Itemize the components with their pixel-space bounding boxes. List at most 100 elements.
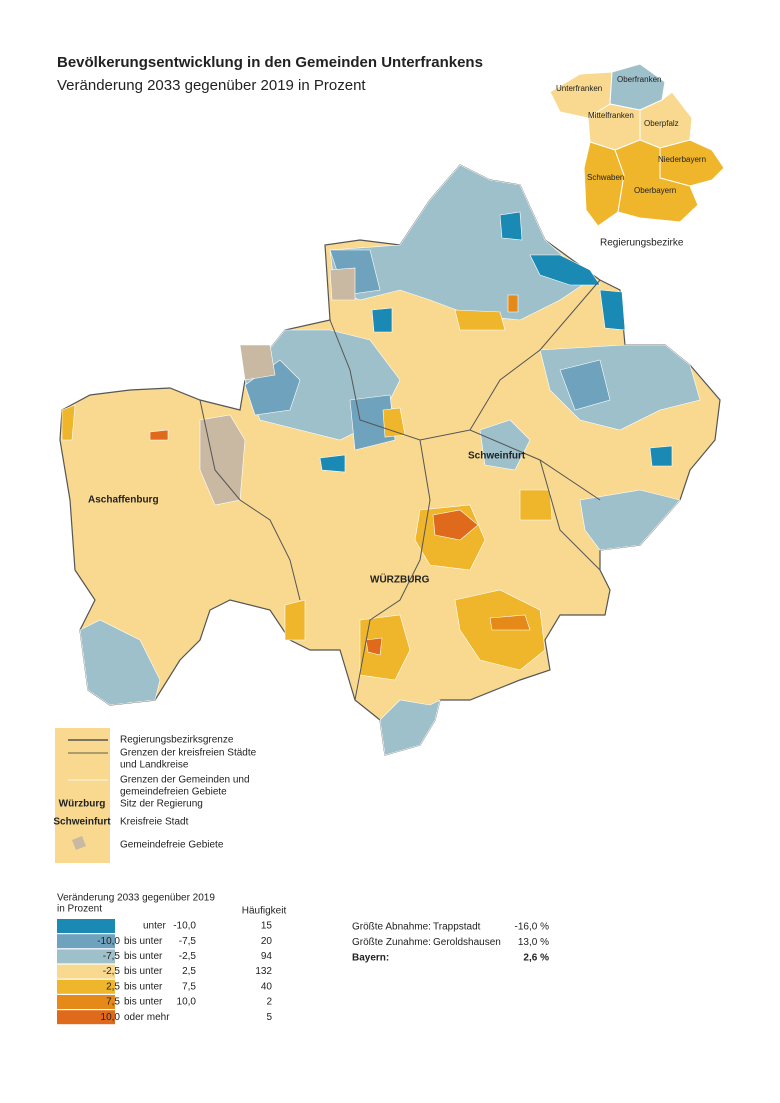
legend-swatch [57,949,115,964]
area-mid-blue [244,359,301,416]
area-yellow [454,309,506,331]
key-text: Gemeindefreie Gebiete [120,840,224,851]
inset-label: Mittelfranken [588,111,634,120]
inset-label: Schwaben [587,173,624,182]
inset-label: Oberbayern [634,186,676,195]
key-symbol-label: Würzburg [59,799,106,810]
key-symbol-label: Schweinfurt [53,817,111,828]
inset-label: Niederbayern [658,155,706,164]
area-light-blue [79,619,161,706]
legend-count: 5 [266,1012,272,1023]
inset-label: Oberfranken [617,75,661,84]
stat-total-label: Bayern: [352,953,389,964]
key-symbol [72,836,86,850]
area-dark-blue [529,254,601,286]
area-dark-blue [499,211,523,241]
area-dark-blue [649,445,673,467]
area-light-blue [579,489,681,551]
title: Bevölkerungsentwicklung in den Gemeinden… [57,54,483,71]
subtitle: Veränderung 2033 gegenüber 2019 in Proze… [57,77,366,94]
legend-from: 7,5 [106,997,120,1008]
area-light-blue [379,699,441,756]
legend-swatch [57,1010,115,1025]
area-red [365,637,383,656]
legend-from: 2,5 [106,981,120,992]
area-red [149,429,169,441]
area-dark-blue [599,289,626,331]
area-orange [507,294,519,313]
legend-to: -10,0 [173,921,196,932]
inset-label: Oberpfalz [644,119,679,128]
stat-total-value: 2,6 % [523,953,549,964]
legend-title: Veränderung 2033 gegenüber 2019 [57,893,215,904]
area-red [432,509,479,541]
legend-to: 10,0 [177,997,197,1008]
legend-count: 132 [255,966,272,977]
area-dark-blue [319,454,346,473]
stat-place: Trappstadt [433,922,481,933]
legend-count: 94 [261,951,273,962]
legend-relation: unter [143,921,166,932]
area-orange [489,614,531,631]
legend-relation: bis unter [124,951,163,962]
key-text: Kreisfreie Stadt [120,817,189,828]
inset-map: Oberfranken Unterfranken Mittelfranken O… [549,63,725,249]
map-label: WÜRZBURG [370,573,430,586]
map-label: Schweinfurt [468,451,526,462]
stat-place: Geroldshausen [433,937,501,948]
area-yellow [519,489,553,521]
area-yellow [61,404,76,441]
legend-title: in Prozent [57,904,102,915]
inset-oberbayern [614,139,699,223]
map-label: Aschaffenburg [88,495,159,506]
legend-swatch [57,934,115,949]
key-text: gemeindefreien Gebiete [120,787,227,798]
stat-label: Größte Abnahme: [352,922,431,933]
stats: Größte Abnahme: Trappstadt -16,0 % Größte Z… [352,922,549,964]
legend-to: -2,5 [179,951,197,962]
area-dark-blue [371,307,393,333]
legend-swatch [57,979,115,994]
legend-to: -7,5 [179,936,197,947]
area-yellow [359,614,411,681]
legend-relation: oder mehr [124,1012,170,1023]
key-text: Regierungsbezirksgrenze [120,735,234,746]
district-border [199,279,601,701]
legend-count: 20 [261,936,273,947]
stat-label: Größte Zunahme: [352,937,431,948]
key-text: Grenzen der Gemeinden und [120,775,250,786]
legend-from: -2,5 [103,966,121,977]
key-text: Sitz der Regierung [120,799,203,810]
stat-value: 13,0 % [518,937,549,948]
key-text: Grenzen der kreisfreien Städte [120,748,257,759]
legend-to: 2,5 [182,966,196,977]
legend-relation: bis unter [124,966,163,977]
area-yellow [284,599,306,641]
legend-from: -10,0 [97,936,120,947]
legend-from: 10,0 [101,1012,121,1023]
key-text: und Landkreise [120,760,189,771]
area-gemeindefrei [239,344,276,381]
legend-swatch [57,964,115,979]
legend-count: 15 [261,921,273,932]
legend-to: 7,5 [182,981,196,992]
area-mid-blue [559,359,611,411]
legend-from: -7,5 [103,951,121,962]
legend-relation: bis unter [124,981,163,992]
stat-value: -16,0 % [515,922,550,933]
map-key: Regierungsbezirksgrenze Grenzen der kreis… [53,728,257,863]
inset-label: Unterfranken [556,84,602,93]
legend-count-header: Häufigkeit [242,906,287,917]
legend-swatch [57,919,115,933]
area-gemeindefrei [329,267,356,301]
area-light-blue [329,164,591,321]
region-base [59,164,721,756]
area-mid-blue [349,394,396,451]
legend-count: 40 [261,981,273,992]
main-map: Aschaffenburg Schweinfurt WÜRZBURG [59,164,721,756]
legend-swatch [57,995,115,1009]
legend-relation: bis unter [124,936,163,947]
legend-relation: bis unter [124,997,163,1008]
